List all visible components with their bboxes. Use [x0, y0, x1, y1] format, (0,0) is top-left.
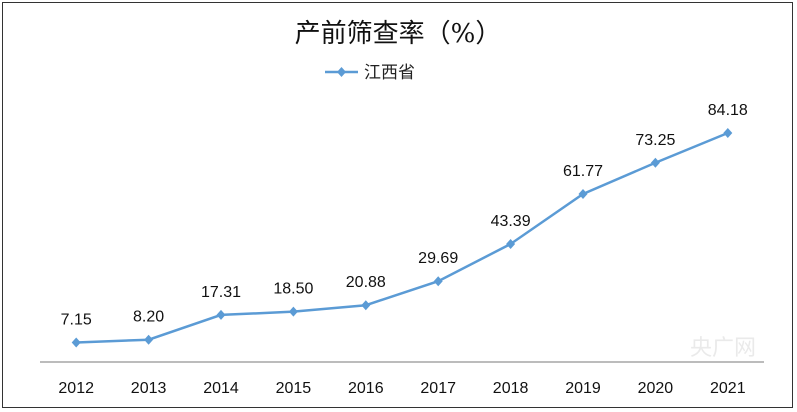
data-label: 43.39 [491, 213, 531, 230]
data-point-marker [723, 128, 733, 139]
legend-marker [337, 67, 346, 77]
data-point-marker [433, 276, 443, 287]
data-label: 7.15 [61, 312, 92, 329]
chart-title: 产前筛查率（%） [295, 19, 502, 49]
data-label: 8.20 [133, 309, 164, 326]
x-tick-label: 2012 [58, 380, 94, 397]
legend-label: 江西省 [364, 63, 415, 83]
x-tick-label: 2017 [420, 380, 456, 397]
data-label: 84.18 [708, 102, 748, 119]
data-point-marker [144, 334, 154, 345]
x-tick-label: 2016 [348, 380, 384, 397]
chart-frame [2, 2, 793, 408]
x-tick-label: 2015 [276, 380, 312, 397]
data-point-marker [216, 309, 226, 320]
data-point-marker [361, 300, 371, 311]
data-point-marker [650, 157, 660, 168]
data-label: 61.77 [563, 163, 603, 180]
data-label: 29.69 [418, 250, 458, 267]
x-tick-label: 2013 [131, 380, 167, 397]
data-label: 20.88 [346, 274, 386, 291]
x-tick-label: 2021 [710, 380, 746, 397]
series-line-jiangxi [76, 131, 729, 344]
data-point-marker [71, 337, 81, 348]
data-label: 18.50 [273, 281, 313, 298]
legend: 江西省 [325, 63, 415, 83]
x-tick-label: 2019 [565, 380, 601, 397]
data-point-marker [506, 238, 516, 249]
data-label: 73.25 [635, 132, 675, 149]
data-label: 17.31 [201, 284, 241, 301]
data-point-marker [288, 306, 298, 317]
data-point-marker [578, 188, 588, 199]
x-tick-label: 2018 [493, 380, 529, 397]
x-tick-label: 2014 [203, 380, 239, 397]
x-tick-label: 2020 [638, 380, 674, 397]
watermark: 央广网 [690, 336, 756, 361]
